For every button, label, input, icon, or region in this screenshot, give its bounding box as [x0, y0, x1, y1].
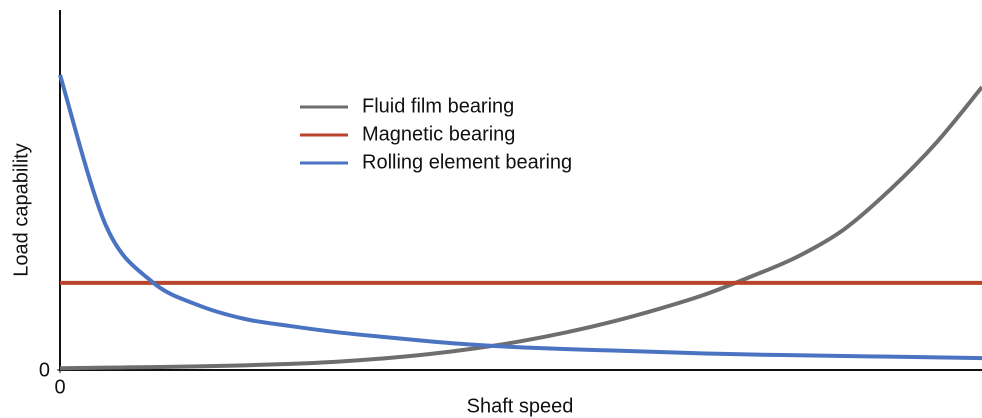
y-axis-label: Load capability	[10, 143, 32, 276]
x-axis-label: Shaft speed	[467, 395, 574, 417]
series-line	[59, 85, 982, 371]
legend-label: Fluid film bearing	[362, 95, 514, 117]
series-line	[58, 74, 982, 361]
legend-label: Rolling element bearing	[362, 151, 572, 173]
y-tick-label: 0	[39, 359, 50, 381]
legend-label: Magnetic bearing	[362, 123, 515, 145]
x-tick-label: 0	[54, 376, 65, 398]
